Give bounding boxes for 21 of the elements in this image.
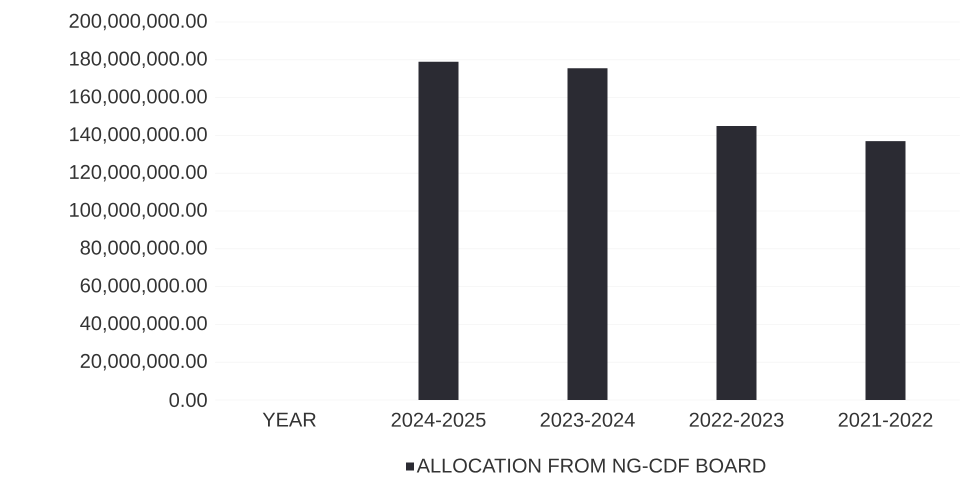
bar <box>716 126 756 400</box>
y-tick-label: 40,000,000.00 <box>80 316 207 333</box>
legend-label: ALLOCATION FROM NG-CDF BOARD <box>416 458 766 473</box>
bar <box>418 62 459 400</box>
y-tick-label: 120,000,000.00 <box>70 164 207 182</box>
x-tick-label: 2022-2023 <box>690 412 784 427</box>
y-tick-label: 200,000,000.00 <box>70 14 207 30</box>
y-tick-label: 160,000,000.00 <box>70 89 207 106</box>
y-tick-label: 180,000,000.00 <box>70 52 207 68</box>
y-tick-label: 140,000,000.00 <box>70 127 207 144</box>
y-tick-label: 60,000,000.00 <box>80 278 207 295</box>
x-tick-label: YEAR <box>262 412 316 426</box>
y-tick-label: 0.00 <box>169 392 207 408</box>
y-tick-label: 80,000,000.00 <box>80 240 207 258</box>
x-tick-label: 2021-2022 <box>838 412 932 427</box>
bar <box>866 141 906 400</box>
y-tick-label: 20,000,000.00 <box>80 354 207 370</box>
x-tick-label: 2024-2025 <box>392 412 486 427</box>
bar <box>568 68 608 400</box>
x-tick-label: 2023-2024 <box>540 412 635 427</box>
y-tick-label: 100,000,000.00 <box>70 202 207 220</box>
